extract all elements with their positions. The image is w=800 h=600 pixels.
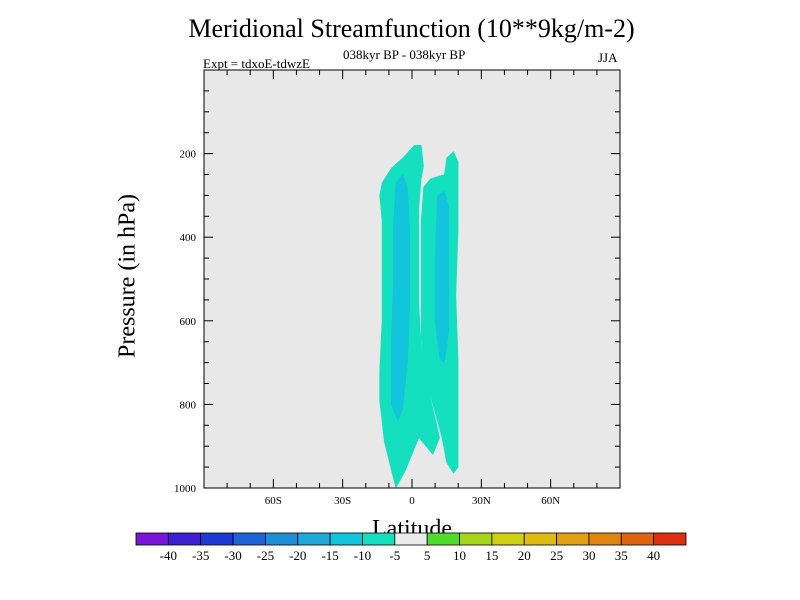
colorbar-swatch	[135, 532, 169, 546]
experiment-label: Expt = tdxoE-tdwzE	[203, 56, 310, 71]
colorbar-label: 10	[453, 548, 466, 563]
x-tick-label: 30S	[334, 495, 351, 507]
x-tick-label: 60N	[541, 495, 560, 507]
y-tick-label: 800	[180, 399, 197, 411]
contour-fills	[379, 144, 459, 488]
colorbar-label: 30	[582, 548, 595, 563]
chart-subtitle: 038kyr BP - 038kyr BP	[343, 47, 466, 62]
colorbar-swatch	[394, 532, 428, 546]
y-tick-label: 600	[180, 316, 197, 328]
colorbar-label: -30	[224, 548, 241, 563]
axis-ticks: 60S 30S 0 30N 60N 200 400 600 800 1000	[174, 70, 620, 507]
colorbar-label: -5	[389, 548, 400, 563]
colorbar-swatch	[491, 532, 525, 546]
x-tick-label: 60S	[265, 495, 282, 507]
colorbar-swatch	[167, 532, 202, 546]
colorbar-swatch	[459, 532, 493, 546]
colorbar-swatch	[653, 532, 687, 546]
colorbar-swatch	[265, 532, 299, 546]
contour-region-east-cell-inner	[434, 190, 450, 364]
colorbar-label: 5	[424, 548, 431, 563]
colorbar-label: 40	[647, 548, 660, 563]
colorbar-label: -15	[321, 548, 338, 563]
x-tick-label: 0	[409, 495, 415, 507]
colorbar-label: -40	[160, 548, 177, 563]
colorbar-swatch	[329, 532, 363, 546]
contour-region-west-cell-inner	[390, 174, 410, 422]
colorbar-label: -20	[289, 548, 306, 563]
colorbar-swatch	[556, 532, 590, 546]
colorbar-label: 15	[485, 548, 498, 563]
season-label: JJA	[598, 50, 618, 65]
colorbar-swatch	[620, 532, 655, 546]
y-tick-label: 400	[180, 232, 197, 244]
chart-title: Meridional Streamfunction (10**9kg/m-2)	[188, 14, 635, 43]
colorbar-swatch	[232, 532, 266, 546]
colorbar-label: -25	[257, 548, 274, 563]
colorbar-swatch	[426, 532, 460, 546]
colorbar-swatch	[297, 532, 331, 546]
colorbar-label: -10	[354, 548, 371, 563]
colorbar: -40 -35 -30 -25 -20 -15 -10 -5 5 10 15 20 25 30 35 40	[135, 532, 687, 563]
colorbar-swatch	[362, 532, 396, 546]
x-tick-label: 30N	[472, 495, 491, 507]
colorbar-label: 25	[550, 548, 563, 563]
colorbar-swatch	[588, 532, 622, 546]
colorbar-swatch	[523, 532, 557, 546]
colorbar-swatch	[200, 532, 234, 546]
colorbar-label: -35	[192, 548, 209, 563]
colorbar-label: 20	[518, 548, 531, 563]
colorbar-label: 35	[615, 548, 628, 563]
y-tick-label: 200	[180, 149, 197, 161]
y-tick-label: 1000	[174, 483, 197, 495]
